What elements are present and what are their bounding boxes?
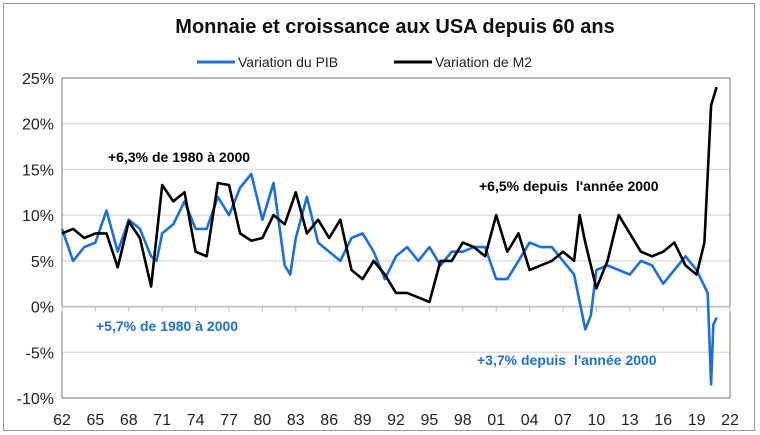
legend-label-m2: Variation de M2 (435, 54, 532, 70)
x-tick-label: 68 (120, 412, 138, 429)
x-tick-label: 62 (53, 412, 71, 429)
annotation-m2-since-2000: +6,5% depuis l'année 2000 (479, 178, 659, 194)
chart-frame (3, 3, 755, 431)
x-tick-label: 89 (354, 412, 372, 429)
legend: Variation du PIB Variation de M2 (197, 54, 532, 70)
y-tick-label: 20% (22, 117, 54, 134)
x-tick-label: 77 (220, 412, 238, 429)
annotation-gdp-since-2000: +3,7% depuis l'année 2000 (477, 352, 657, 368)
x-tick-label: 83 (287, 412, 305, 429)
annotation-gdp-1980-2000: +5,7% de 1980 à 2000 (96, 318, 238, 334)
annotation-m2-1980-2000: +6,3% de 1980 à 2000 (108, 149, 250, 165)
y-tick-label: -5% (26, 345, 54, 362)
x-tick-label: 07 (554, 412, 572, 429)
x-tick-label: 92 (387, 412, 405, 429)
y-tick-label: 10% (22, 208, 54, 225)
y-tick-label: -10% (17, 391, 54, 408)
legend-label-gdp: Variation du PIB (238, 54, 338, 70)
x-tick-label: 98 (454, 412, 472, 429)
y-tick-label: 5% (31, 254, 54, 271)
x-tick-label: 16 (654, 412, 672, 429)
series-line-gdp (60, 172, 718, 386)
y-tick-label: 0% (31, 300, 54, 317)
x-tick-label: 13 (621, 412, 639, 429)
x-tick-label: 65 (87, 412, 105, 429)
plot-area (61, 77, 731, 399)
x-tick-label: 95 (421, 412, 439, 429)
x-tick-label: 10 (588, 412, 606, 429)
x-tick-label: 71 (153, 412, 171, 429)
chart-title: Monnaie et croissance aux USA depuis 60 … (175, 16, 614, 38)
x-tick-label: 74 (187, 412, 205, 429)
x-tick-label: 80 (254, 412, 272, 429)
y-tick-label: 15% (22, 162, 54, 179)
y-tick-label: 25% (22, 71, 54, 88)
x-tick-label: 22 (721, 412, 739, 429)
x-tick-label: 04 (521, 412, 539, 429)
x-tick-label: 19 (688, 412, 706, 429)
x-tick-label: 86 (320, 412, 338, 429)
series-line-m2 (61, 86, 718, 304)
x-tick-label: 01 (487, 412, 505, 429)
